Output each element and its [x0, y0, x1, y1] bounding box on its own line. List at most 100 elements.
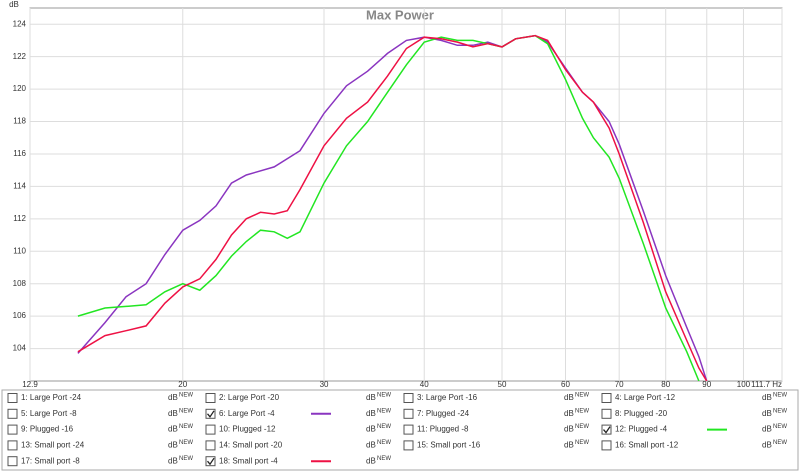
legend-unit: dB — [564, 393, 574, 402]
legend-label: 10: Plugged -12 — [219, 425, 276, 434]
legend-unit-sup: NEW — [575, 440, 589, 446]
x-tick-label: 100 — [737, 380, 751, 389]
legend-label: 11: Plugged -8 — [417, 425, 469, 434]
legend-unit: dB — [762, 393, 772, 402]
legend-label: 18: Small port -4 — [219, 456, 278, 465]
legend-label: 7: Plugged -24 — [417, 409, 470, 418]
x-tick-label: 40 — [420, 380, 429, 389]
legend-unit: dB — [168, 425, 178, 434]
legend-checkbox[interactable] — [7, 393, 18, 403]
y-tick-label: 114 — [13, 182, 26, 191]
chart-title: Max Power — [366, 7, 434, 22]
legend-checkbox[interactable] — [205, 393, 216, 403]
legend-unit: dB — [168, 456, 178, 465]
legend-unit-sup: NEW — [575, 393, 589, 399]
legend-unit-sup: NEW — [773, 440, 787, 446]
legend-unit-sup: NEW — [575, 424, 589, 430]
legend-checkbox[interactable] — [403, 424, 414, 435]
legend-checkbox[interactable] — [403, 408, 414, 419]
legend-unit: dB — [564, 425, 574, 434]
legend-unit-sup: NEW — [773, 408, 787, 414]
legend-label: 4: Large Port -12 — [615, 393, 676, 402]
legend-unit-sup: NEW — [179, 393, 193, 399]
legend-unit-sup: NEW — [179, 456, 193, 462]
legend-label: 17: Small port -8 — [21, 456, 80, 465]
y-axis-label: dB — [9, 0, 19, 9]
series-line — [77, 34, 708, 381]
legend-check — [207, 410, 215, 418]
x-tick-label: 50 — [498, 380, 507, 389]
x-tick-label: 70 — [615, 380, 624, 389]
legend-unit-sup: NEW — [377, 456, 391, 462]
legend-unit: dB — [168, 409, 178, 418]
legend-label: 14: Small port -20 — [219, 441, 283, 450]
legend-checkbox[interactable] — [7, 424, 18, 435]
series-line — [77, 34, 708, 381]
y-tick-label: 122 — [13, 52, 27, 61]
legend-label: 12: Plugged -4 — [615, 425, 668, 434]
x-tick-label: 12.9 — [22, 380, 38, 389]
y-tick-label: 110 — [13, 246, 26, 255]
legend-label: 9: Plugged -16 — [21, 425, 74, 434]
y-tick-label: 116 — [13, 149, 26, 158]
x-tick-label: 111.7 Hz — [751, 380, 782, 389]
legend-check — [603, 426, 611, 434]
legend-checkbox[interactable] — [205, 408, 216, 419]
y-tick-label: 120 — [13, 84, 27, 93]
legend-label: 13: Small port -24 — [21, 441, 85, 450]
y-tick-label: 108 — [13, 279, 27, 288]
legend-unit: dB — [366, 425, 376, 434]
legend-unit: dB — [366, 409, 376, 418]
legend-unit: dB — [762, 409, 772, 418]
legend-check — [207, 457, 215, 466]
legend-label: 5: Large Port -8 — [21, 409, 77, 418]
legend-unit-sup: NEW — [575, 408, 589, 414]
plot-frame — [29, 7, 783, 382]
y-tick-label: 112 — [13, 214, 26, 223]
legend-unit: dB — [366, 441, 376, 450]
legend-unit: dB — [168, 393, 178, 402]
y-tick-label: 106 — [13, 311, 27, 320]
y-tick-label: 118 — [13, 117, 26, 126]
legend-unit-sup: NEW — [377, 393, 391, 399]
legend-unit-sup: NEW — [377, 424, 391, 430]
legend-checkbox[interactable] — [601, 440, 612, 451]
legend-checkbox[interactable] — [7, 440, 18, 451]
legend-unit-sup: NEW — [773, 424, 787, 430]
x-tick-label: 20 — [178, 380, 187, 389]
legend-panel — [1, 389, 799, 471]
legend-label: 2: Large Port -20 — [219, 393, 280, 402]
legend-unit: dB — [366, 393, 376, 402]
legend-unit-sup: NEW — [179, 408, 193, 414]
legend-unit: dB — [762, 425, 772, 434]
legend-label: 1: Large Port -24 — [21, 393, 82, 402]
legend-label: 6: Large Port -4 — [219, 409, 275, 418]
legend-unit: dB — [762, 441, 772, 450]
legend-unit-sup: NEW — [179, 424, 193, 430]
legend-checkbox[interactable] — [205, 424, 216, 435]
series-line — [77, 34, 700, 381]
legend-checkbox[interactable] — [7, 456, 18, 467]
legend-unit-sup: NEW — [179, 440, 193, 446]
legend-checkbox[interactable] — [601, 424, 612, 435]
legend-label: 16: Small port -12 — [615, 441, 679, 450]
legend-unit: dB — [564, 441, 574, 450]
legend-checkbox[interactable] — [205, 440, 216, 451]
legend-checkbox[interactable] — [403, 393, 414, 403]
legend-label: 8: Plugged -20 — [615, 409, 668, 418]
legend-checkbox[interactable] — [601, 408, 612, 419]
legend-checkbox[interactable] — [403, 440, 414, 451]
legend-label: 3: Large Port -16 — [417, 393, 478, 402]
legend-checkbox[interactable] — [205, 456, 216, 467]
legend-unit: dB — [168, 441, 178, 450]
x-tick-label: 90 — [702, 380, 711, 389]
legend-unit-sup: NEW — [773, 393, 787, 399]
legend-label: 15: Small port -16 — [417, 441, 481, 450]
legend-unit: dB — [366, 456, 376, 465]
legend-checkbox[interactable] — [7, 408, 18, 419]
x-tick-label: 80 — [661, 380, 670, 389]
y-tick-label: 124 — [13, 19, 27, 28]
legend-checkbox[interactable] — [601, 393, 612, 403]
